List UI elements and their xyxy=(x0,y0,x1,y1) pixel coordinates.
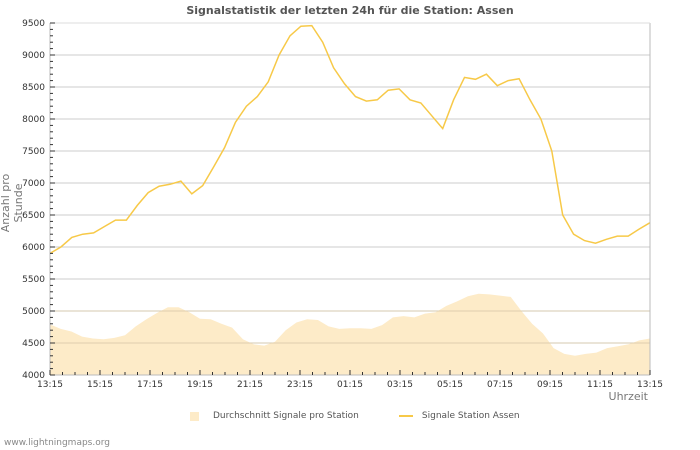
svg-text:6500: 6500 xyxy=(22,211,45,221)
svg-text:5000: 5000 xyxy=(22,307,45,317)
x-axis-label: Uhrzeit xyxy=(608,390,648,403)
svg-text:7500: 7500 xyxy=(22,147,45,157)
svg-text:21:15: 21:15 xyxy=(237,380,263,390)
svg-text:4500: 4500 xyxy=(22,339,45,349)
svg-text:07:15: 07:15 xyxy=(487,380,513,390)
svg-text:9500: 9500 xyxy=(22,19,45,29)
svg-text:01:15: 01:15 xyxy=(337,380,363,390)
legend-area-label: Durchschnitt Signale pro Station xyxy=(213,411,359,421)
svg-text:09:15: 09:15 xyxy=(537,380,563,390)
svg-text:15:15: 15:15 xyxy=(87,380,113,390)
average-signals-area xyxy=(50,293,650,375)
svg-text:4000: 4000 xyxy=(22,371,45,381)
svg-text:5500: 5500 xyxy=(22,275,45,285)
gridlines xyxy=(50,22,650,344)
svg-text:17:15: 17:15 xyxy=(137,380,163,390)
legend-line-swatch xyxy=(398,415,413,417)
svg-text:23:15: 23:15 xyxy=(287,380,313,390)
svg-text:13:15: 13:15 xyxy=(637,380,663,390)
y-axis-ticks: 4000 4500 5000 5500 6000 6500 7000 7500 8000 8500… xyxy=(22,19,55,381)
x-axis-ticks: 13:15 15:15 17:15 19:15 21:15 23:15 01:15 03:15… xyxy=(37,370,663,390)
svg-text:9000: 9000 xyxy=(22,51,45,61)
svg-text:7000: 7000 xyxy=(22,179,45,189)
legend: Durchschnitt Signale pro Station Signale… xyxy=(190,411,520,421)
svg-text:8000: 8000 xyxy=(22,115,45,125)
svg-text:19:15: 19:15 xyxy=(187,380,213,390)
svg-text:11:15: 11:15 xyxy=(587,380,613,390)
gridlines-over-area xyxy=(50,310,650,344)
svg-text:6000: 6000 xyxy=(22,243,45,253)
svg-text:03:15: 03:15 xyxy=(387,380,413,390)
svg-text:8500: 8500 xyxy=(22,83,45,93)
chart-title: Signalstatistik der letzten 24h für die … xyxy=(186,4,514,17)
svg-text:13:15: 13:15 xyxy=(37,380,63,390)
y-axis-label: Anzahl pro Stunde xyxy=(0,173,25,233)
footer-credit: www.lightningmaps.org xyxy=(4,438,110,448)
station-signals-line xyxy=(49,24,651,255)
legend-area-swatch xyxy=(190,411,199,421)
svg-text:05:15: 05:15 xyxy=(437,380,463,390)
legend-line-label: Signale Station Assen xyxy=(421,411,520,421)
